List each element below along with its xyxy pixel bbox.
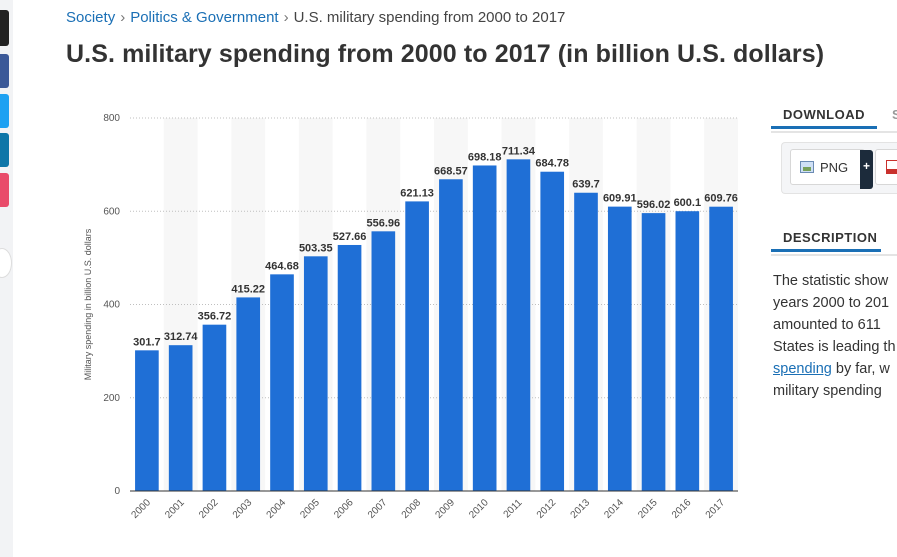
x-tick-label: 2012 (535, 497, 559, 521)
tab-share[interactable]: S (892, 107, 897, 122)
data-label: 684.78 (535, 158, 569, 170)
data-label: 609.76 (704, 193, 738, 205)
download-tabs: DOWNLOAD S (771, 99, 897, 133)
description-line-text: by far, w (831, 361, 890, 377)
description-line: military spending (773, 383, 882, 399)
data-label: 596.02 (637, 199, 671, 211)
x-tick-label: 2000 (129, 497, 153, 521)
breadcrumb-separator: › (120, 9, 126, 26)
download-pdf-button[interactable] (875, 149, 897, 185)
bar[interactable] (337, 244, 362, 491)
x-tick-label: 2015 (636, 497, 660, 521)
description-line: The statistic show (773, 273, 889, 289)
share-rail (0, 0, 13, 557)
image-icon (800, 161, 814, 173)
bar[interactable] (472, 165, 497, 491)
bar[interactable] (303, 256, 328, 491)
description-line: years 2000 to 201 (773, 295, 890, 311)
bar[interactable] (709, 206, 733, 491)
y-tick-label: 600 (103, 206, 120, 217)
bar[interactable] (405, 201, 429, 491)
description-text: The statistic show years 2000 to 201 amo… (773, 270, 897, 410)
pdf-icon (886, 160, 897, 174)
twitter-share-button[interactable] (0, 94, 9, 128)
x-tick-label: 2008 (400, 497, 424, 521)
bar-chart: 0 200 400 600 800 Military spending in billio… (83, 113, 738, 521)
data-label: 639.7 (572, 179, 600, 191)
description-tabs: DESCRIPTION (771, 222, 897, 256)
share-button-1[interactable] (0, 10, 9, 46)
x-tick-label: 2002 (197, 497, 221, 521)
data-label: 503.35 (299, 242, 333, 254)
data-label: 312.74 (164, 331, 199, 343)
x-tick-label: 2004 (265, 497, 289, 521)
rail-toggle-handle[interactable] (0, 248, 12, 278)
bar[interactable] (675, 211, 700, 491)
data-label: 356.72 (198, 311, 232, 323)
data-label: 621.13 (400, 187, 434, 199)
data-label: 556.96 (367, 217, 401, 229)
download-png-button[interactable]: PNG + (790, 149, 873, 189)
x-tick-label: 2017 (704, 497, 728, 521)
png-label: PNG (820, 160, 849, 175)
linkedin-share-button[interactable] (0, 133, 9, 167)
tab-description[interactable]: DESCRIPTION (771, 222, 881, 252)
x-tick-label: 2005 (298, 497, 322, 521)
data-label: 609.91 (603, 193, 637, 205)
x-tick-label: 2010 (467, 497, 491, 521)
pinterest-share-button[interactable] (0, 173, 9, 207)
bar[interactable] (607, 206, 632, 491)
breadcrumb-separator: › (283, 9, 289, 26)
x-tick-label: 2003 (231, 497, 255, 521)
bar[interactable] (371, 231, 396, 492)
breadcrumb-current: U.S. military spending from 2000 to 2017 (293, 9, 566, 26)
bar[interactable] (506, 159, 531, 492)
download-box: PNG + (781, 142, 897, 194)
data-label: 668.57 (434, 165, 468, 177)
x-tick-label: 2013 (569, 497, 593, 521)
breadcrumb-link-society[interactable]: Society (66, 9, 116, 26)
y-tick-label: 200 (103, 393, 120, 404)
x-tick-label: 2001 (163, 497, 187, 521)
data-label: 464.68 (265, 260, 299, 272)
bar[interactable] (168, 345, 193, 491)
data-label: 527.66 (333, 231, 367, 243)
x-tick-label: 2009 (433, 497, 457, 521)
bar[interactable] (540, 171, 565, 492)
bar[interactable] (439, 179, 463, 491)
bar[interactable] (135, 350, 159, 491)
bar[interactable] (236, 297, 261, 491)
bar[interactable] (270, 274, 294, 491)
y-tick-label: 0 (114, 486, 120, 497)
x-tick-label: 2014 (602, 497, 626, 521)
data-label: 301.7 (133, 336, 161, 348)
y-tick-label: 400 (103, 300, 120, 311)
data-label: 600.1 (674, 197, 702, 209)
bar[interactable] (202, 324, 227, 491)
x-tick-label: 2007 (366, 497, 390, 521)
description-line: amounted to 611 (773, 317, 881, 333)
description-line: States is leading th (773, 339, 896, 355)
spending-link[interactable]: spending (773, 361, 832, 377)
y-tick-label: 800 (103, 113, 120, 124)
bar[interactable] (574, 192, 598, 491)
y-axis-label: Military spending in billion U.S. dollar… (83, 228, 93, 380)
x-tick-label: 2016 (670, 497, 694, 521)
data-label: 711.34 (502, 145, 536, 157)
description-line: spending by far, w (773, 358, 897, 380)
breadcrumb-link-politics[interactable]: Politics & Government (130, 9, 279, 26)
page-title: U.S. military spending from 2000 to 2017… (66, 40, 825, 68)
data-label: 415.22 (231, 283, 265, 295)
facebook-share-button[interactable] (0, 54, 9, 88)
x-tick-label: 2011 (502, 497, 525, 520)
plus-icon[interactable]: + (860, 150, 873, 189)
tab-download[interactable]: DOWNLOAD (771, 99, 877, 129)
x-tick-label: 2006 (332, 497, 356, 521)
data-label: 698.18 (468, 151, 502, 163)
breadcrumb: Society › Politics & Government › U.S. milit… (66, 9, 565, 26)
bar[interactable] (641, 213, 666, 491)
